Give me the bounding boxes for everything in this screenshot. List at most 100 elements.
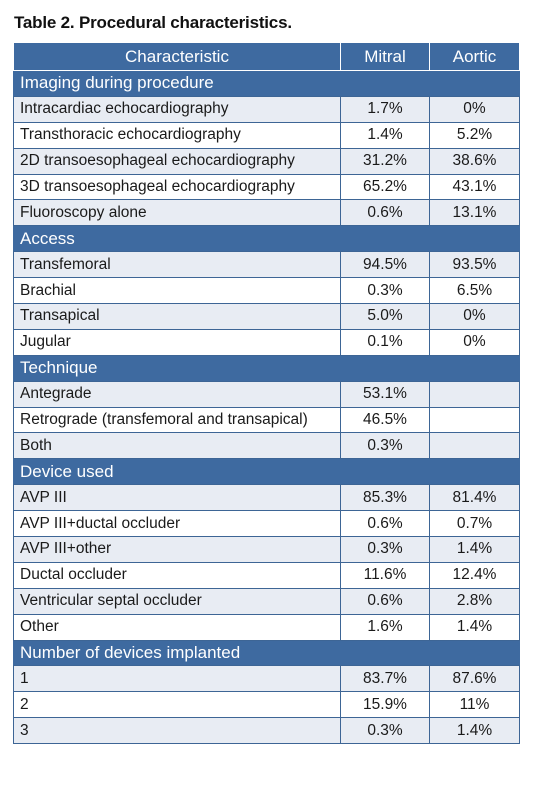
table-row: Antegrade 53.1% bbox=[13, 380, 520, 408]
table-row: Brachial 0.3% 6.5% bbox=[13, 277, 520, 305]
section-title: Imaging during procedure bbox=[13, 70, 520, 97]
mitral-value: 0.6% bbox=[340, 199, 430, 227]
section-header-row: Device used bbox=[13, 458, 520, 486]
row-label: Both bbox=[13, 432, 341, 460]
aortic-value: 43.1% bbox=[429, 173, 520, 201]
row-label: Retrograde (transfemoral and transapical… bbox=[13, 406, 341, 434]
table-row: Intracardiac echocardiography 1.7% 0% bbox=[13, 95, 520, 123]
mitral-value: 1.4% bbox=[340, 121, 430, 149]
row-label: AVP III+ductal occluder bbox=[13, 510, 341, 538]
aortic-value: 93.5% bbox=[429, 251, 520, 279]
mitral-value: 0.6% bbox=[340, 587, 430, 615]
aortic-value: 1.4% bbox=[429, 613, 520, 641]
table-row: Transthoracic echocardiography 1.4% 5.2% bbox=[13, 121, 520, 149]
row-label: AVP III bbox=[13, 484, 341, 512]
table-caption: Table 2. Procedural characteristics. bbox=[14, 13, 292, 32]
section-header-row: Technique bbox=[13, 354, 520, 382]
row-label: Transthoracic echocardiography bbox=[13, 121, 341, 149]
mitral-value: 0.6% bbox=[340, 510, 430, 538]
aortic-value bbox=[429, 432, 520, 460]
row-label: AVP III+other bbox=[13, 536, 341, 563]
mitral-value: 0.3% bbox=[340, 432, 430, 460]
table-row: Ductal occluder 11.6% 12.4% bbox=[13, 561, 520, 589]
table-row: Jugular 0.1% 0% bbox=[13, 328, 520, 356]
aortic-value: 1.4% bbox=[429, 536, 520, 563]
aortic-value: 11% bbox=[429, 691, 520, 719]
mitral-value: 46.5% bbox=[340, 406, 430, 434]
table-row: Ventricular septal occluder 0.6% 2.8% bbox=[13, 587, 520, 615]
aortic-value: 13.1% bbox=[429, 199, 520, 227]
mitral-value: 11.6% bbox=[340, 561, 430, 589]
table-row: 2D transoesophageal echocardiography 31.2… bbox=[13, 147, 520, 175]
table-row: Transapical 5.0% 0% bbox=[13, 303, 520, 330]
procedural-characteristics-table: Characteristic Mitral Aortic Imaging dur… bbox=[13, 42, 520, 745]
table-row: AVP III+ductal occluder 0.6% 0.7% bbox=[13, 510, 520, 538]
mitral-value: 0.1% bbox=[340, 328, 430, 356]
aortic-value: 38.6% bbox=[429, 147, 520, 175]
mitral-value: 85.3% bbox=[340, 484, 430, 512]
aortic-value: 5.2% bbox=[429, 121, 520, 149]
column-header-mitral: Mitral bbox=[340, 42, 430, 71]
row-label: 3 bbox=[13, 717, 341, 745]
mitral-value: 1.6% bbox=[340, 613, 430, 641]
section-title: Access bbox=[13, 225, 520, 253]
table-row: 3 0.3% 1.4% bbox=[13, 717, 520, 745]
row-label: Ductal occluder bbox=[13, 561, 341, 589]
row-label: 2D transoesophageal echocardiography bbox=[13, 147, 341, 175]
table-row: AVP III 85.3% 81.4% bbox=[13, 484, 520, 512]
mitral-value: 31.2% bbox=[340, 147, 430, 175]
table-row: 2 15.9% 11% bbox=[13, 691, 520, 719]
section-header-row: Imaging during procedure bbox=[13, 70, 520, 97]
row-label: Intracardiac echocardiography bbox=[13, 95, 341, 123]
column-header-aortic: Aortic bbox=[429, 42, 520, 71]
aortic-value bbox=[429, 406, 520, 434]
table-row: Other 1.6% 1.4% bbox=[13, 613, 520, 641]
row-label: 2 bbox=[13, 691, 341, 719]
row-label: Transapical bbox=[13, 303, 341, 330]
table-row: Both 0.3% bbox=[13, 432, 520, 460]
section-title: Technique bbox=[13, 354, 520, 382]
mitral-value: 83.7% bbox=[340, 665, 430, 693]
row-label: Transfemoral bbox=[13, 251, 341, 279]
table-row: AVP III+other 0.3% 1.4% bbox=[13, 536, 520, 563]
mitral-value: 0.3% bbox=[340, 536, 430, 563]
aortic-value: 2.8% bbox=[429, 587, 520, 615]
table-body: Imaging during procedure Intracardiac ech… bbox=[13, 70, 520, 745]
row-label: 3D transoesophageal echocardiography bbox=[13, 173, 341, 201]
aortic-value: 12.4% bbox=[429, 561, 520, 589]
aortic-value: 81.4% bbox=[429, 484, 520, 512]
mitral-value: 53.1% bbox=[340, 380, 430, 408]
mitral-value: 1.7% bbox=[340, 95, 430, 123]
mitral-value: 5.0% bbox=[340, 303, 430, 330]
mitral-value: 0.3% bbox=[340, 277, 430, 305]
aortic-value: 6.5% bbox=[429, 277, 520, 305]
row-label: Fluoroscopy alone bbox=[13, 199, 341, 227]
aortic-value: 0.7% bbox=[429, 510, 520, 538]
section-title: Device used bbox=[13, 458, 520, 486]
aortic-value: 0% bbox=[429, 95, 520, 123]
table-row: Fluoroscopy alone 0.6% 13.1% bbox=[13, 199, 520, 227]
section-title: Number of devices implanted bbox=[13, 639, 520, 667]
mitral-value: 15.9% bbox=[340, 691, 430, 719]
row-label: 1 bbox=[13, 665, 341, 693]
table-row: Retrograde (transfemoral and transapical… bbox=[13, 406, 520, 434]
mitral-value: 65.2% bbox=[340, 173, 430, 201]
row-label: Jugular bbox=[13, 328, 341, 356]
section-header-row: Number of devices implanted bbox=[13, 639, 520, 667]
mitral-value: 0.3% bbox=[340, 717, 430, 745]
table-header-row: Characteristic Mitral Aortic bbox=[13, 42, 520, 71]
aortic-value: 87.6% bbox=[429, 665, 520, 693]
aortic-value bbox=[429, 380, 520, 408]
aortic-value: 0% bbox=[429, 328, 520, 356]
table-row: 3D transoesophageal echocardiography 65.2… bbox=[13, 173, 520, 201]
table-row: Transfemoral 94.5% 93.5% bbox=[13, 251, 520, 279]
row-label: Brachial bbox=[13, 277, 341, 305]
mitral-value: 94.5% bbox=[340, 251, 430, 279]
aortic-value: 0% bbox=[429, 303, 520, 330]
row-label: Other bbox=[13, 613, 341, 641]
row-label: Antegrade bbox=[13, 380, 341, 408]
row-label: Ventricular septal occluder bbox=[13, 587, 341, 615]
table-row: 1 83.7% 87.6% bbox=[13, 665, 520, 693]
column-header-characteristic: Characteristic bbox=[13, 42, 341, 71]
aortic-value: 1.4% bbox=[429, 717, 520, 745]
